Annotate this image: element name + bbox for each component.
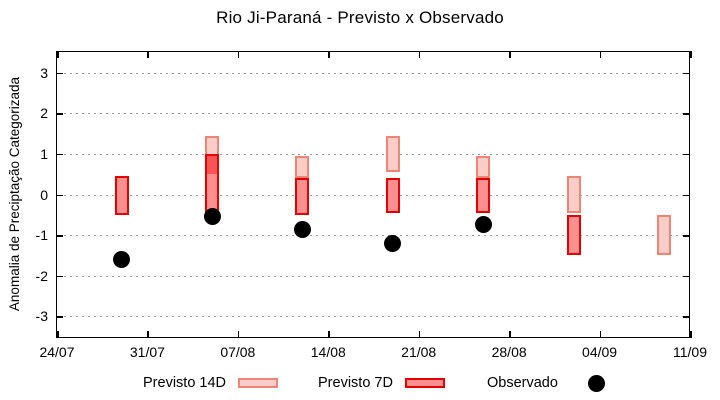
bar-previsto-14d	[295, 155, 310, 179]
legend-swatch-observado-icon	[587, 374, 605, 392]
bar-previsto-7d	[114, 176, 129, 215]
legend-item-observado: Observado	[487, 373, 605, 393]
x-tick-top	[509, 51, 511, 58]
gridline-y--3	[58, 316, 688, 318]
y-tick-label: 1	[40, 145, 48, 162]
x-tick-top	[237, 51, 240, 58]
x-tick-bottom	[690, 331, 692, 338]
bar-previsto-7d	[476, 178, 491, 213]
gridline-y--1	[58, 235, 688, 237]
legend-swatch-previsto-14d-icon	[238, 378, 279, 388]
bar-previsto-14d	[566, 176, 581, 213]
x-tick-bottom	[599, 331, 602, 338]
bar-previsto-7d	[385, 178, 400, 213]
x-tick-bottom	[147, 331, 149, 338]
x-tick-label: 14/08	[310, 344, 346, 360]
y-tick-right	[683, 72, 690, 75]
dot-observado	[293, 220, 311, 238]
x-tick-bottom	[237, 331, 240, 338]
x-tick-top	[147, 51, 149, 58]
bar-overlap-segment	[207, 155, 218, 175]
x-tick-top	[328, 51, 330, 58]
y-tick-left	[56, 235, 63, 237]
x-tick-label: 31/07	[129, 344, 165, 360]
y-tick-right	[683, 153, 690, 156]
x-tick-bottom	[509, 331, 511, 338]
x-tick-top	[57, 51, 59, 58]
y-tick-label: 3	[40, 64, 48, 81]
x-tick-label: 11/09	[673, 344, 707, 360]
y-tick-right	[683, 235, 690, 237]
bar-previsto-14d	[657, 214, 672, 256]
dot-observado	[474, 216, 492, 234]
x-tick-bottom	[418, 331, 421, 338]
x-tick-label: 21/08	[401, 344, 437, 360]
y-tick-label: -1	[35, 227, 48, 244]
y-tick-right	[683, 113, 690, 115]
y-tick-right	[683, 316, 690, 318]
x-tick-top	[599, 51, 602, 58]
legend-item-previsto-14d: Previsto 14D	[143, 373, 279, 393]
legend-item-previsto-7d: Previsto 7D	[318, 373, 445, 393]
x-tick-top	[418, 51, 421, 58]
bar-previsto-14d	[385, 135, 400, 173]
bar-previsto-14d	[476, 155, 491, 179]
y-tick-left	[56, 194, 63, 196]
legend-label-observado: Observado	[487, 375, 558, 391]
dot-observado	[384, 234, 402, 252]
y-tick-left	[56, 113, 63, 115]
x-tick-bottom	[57, 331, 59, 338]
bar-previsto-7d	[295, 178, 310, 215]
bar-previsto-7d	[566, 214, 581, 256]
x-tick-top	[690, 51, 692, 58]
legend-label-previsto-7d: Previsto 7D	[318, 375, 393, 391]
y-tick-right	[683, 194, 690, 196]
x-tick-label: 24/07	[39, 344, 75, 360]
x-tick-label: 04/09	[582, 344, 618, 360]
x-tick-label: 28/08	[491, 344, 527, 360]
legend-label-previsto-14d: Previsto 14D	[143, 375, 227, 391]
legend-swatch-previsto-7d-icon	[404, 378, 445, 388]
y-tick-left	[56, 153, 63, 156]
dot-observado	[113, 251, 131, 269]
y-tick-label: 0	[40, 186, 48, 203]
dot-observado	[203, 208, 221, 226]
chart-title: Rio Ji-Paraná - Previsto x Observado	[216, 8, 504, 27]
gridline-y-3	[58, 72, 688, 74]
y-tick-label: -2	[35, 267, 48, 284]
y-tick-left	[56, 72, 63, 75]
y-tick-label: -3	[35, 308, 48, 325]
gridline-y-2	[58, 113, 688, 115]
y-tick-label: 2	[40, 105, 48, 122]
gridline-y-1	[58, 153, 688, 155]
y-tick-right	[683, 275, 690, 278]
x-tick-bottom	[328, 331, 330, 338]
gridline-y--2	[58, 275, 688, 277]
y-tick-left	[56, 275, 63, 278]
gridline-y-0	[58, 194, 688, 196]
x-tick-label: 07/08	[220, 344, 256, 360]
y-tick-left	[56, 316, 63, 318]
